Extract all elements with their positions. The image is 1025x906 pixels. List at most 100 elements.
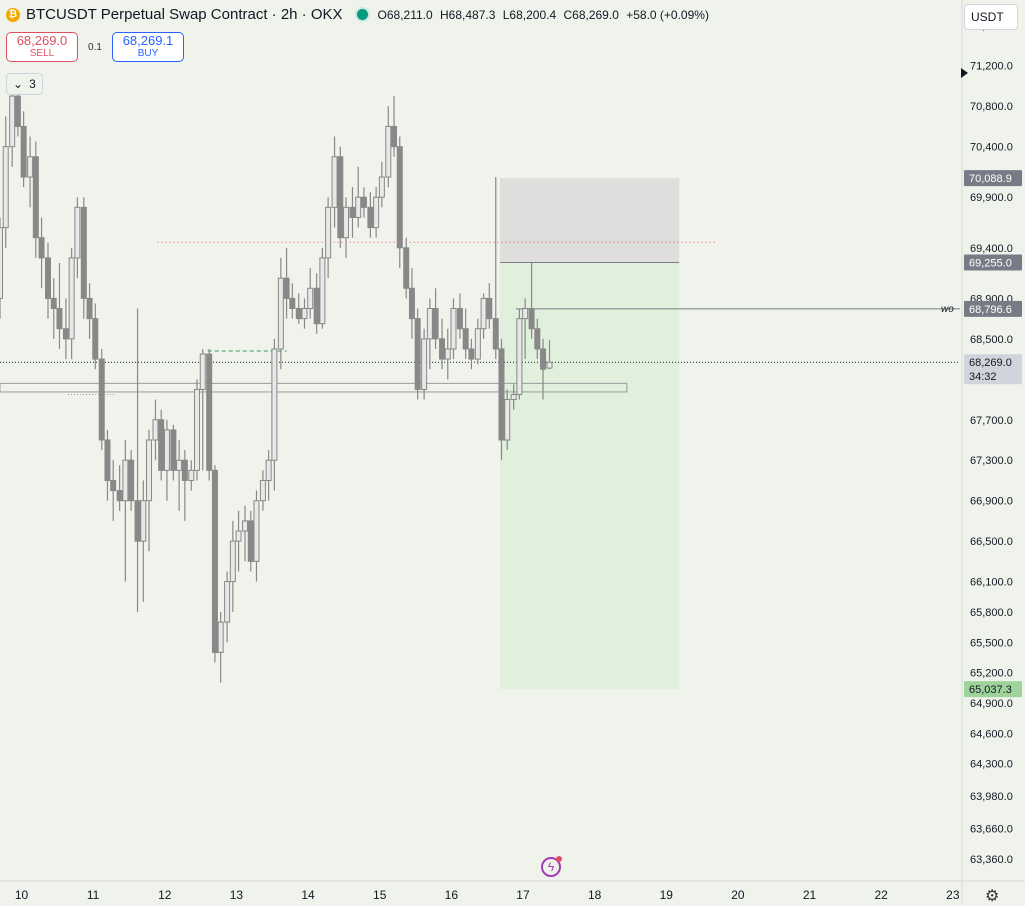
candle-body (211, 469, 218, 653)
candle-body (534, 328, 541, 350)
candle-body (528, 308, 535, 330)
time-tick-label: 23 (946, 888, 960, 902)
candle-body (522, 308, 529, 320)
candle-body (486, 297, 493, 320)
sell-price: 68,269.0 (16, 33, 68, 48)
chevron-down-icon: ⌄ (13, 77, 24, 91)
buy-button[interactable]: 68,269.1 BUY (112, 32, 184, 62)
candle-body (122, 459, 129, 502)
candle-body (27, 156, 34, 178)
candle-body (313, 287, 320, 325)
currency-label: USDT (971, 10, 1004, 24)
bar-countdown-label: 34:32 (969, 371, 997, 383)
time-tick-label: 12 (158, 888, 172, 902)
candle-body (414, 318, 421, 390)
candle-body (259, 479, 266, 502)
price-axis[interactable]: 71,600.071,200.070,800.070,400.069,900.0… (964, 20, 1022, 866)
candle-body (373, 196, 380, 229)
candle-body (62, 328, 69, 340)
candle-body (403, 247, 410, 289)
candle-body (217, 621, 224, 653)
candle-body (253, 500, 260, 562)
stop-loss-zone[interactable] (500, 178, 680, 263)
price-tick-label: 69,400.0 (970, 243, 1013, 255)
candle-body (176, 459, 183, 471)
price-badge-label: 68,796.6 (969, 304, 1012, 316)
ohlc-close: C68,269.0 (563, 7, 619, 22)
candle-body (396, 146, 403, 249)
symbol-title[interactable]: BTCUSDT Perpetual Swap Contract · 2h · O… (26, 6, 343, 23)
price-tick-label: 63,660.0 (970, 823, 1013, 835)
candle-body (360, 196, 367, 208)
candle-body (462, 328, 469, 350)
price-badge-bg (964, 300, 1022, 317)
price-tick-label: 63,980.0 (970, 791, 1013, 803)
time-tick-label: 19 (660, 888, 674, 902)
candle-body (492, 318, 499, 350)
support-zone-rectangle[interactable] (0, 382, 628, 393)
candle-body (38, 237, 45, 259)
candle-body (224, 581, 231, 623)
candle-body (540, 348, 547, 370)
time-tick-label: 10 (15, 888, 29, 902)
candle-body (450, 308, 457, 350)
line-annotation-label: wo (941, 304, 954, 315)
candle-body (146, 439, 153, 502)
time-tick-label: 18 (588, 888, 602, 902)
price-badge: 68,269.0 34:32 (964, 354, 1022, 385)
candle-body (444, 348, 451, 360)
candle-body (474, 328, 481, 360)
candle-body (480, 297, 487, 330)
candle-body (86, 297, 93, 320)
candle-body (116, 490, 123, 502)
candle-body (2, 146, 9, 229)
scroll-marker-icon (961, 68, 968, 78)
ohlc-open: O68,211.0 (377, 7, 433, 22)
price-tick-label: 64,600.0 (970, 728, 1013, 740)
candle-body (456, 308, 463, 330)
candle-body (80, 206, 87, 299)
ohlc-values: O68,211.0 H68,487.3 L68,200.4 C68,269.0 … (378, 8, 713, 22)
candle-body (289, 297, 296, 310)
candle-body (385, 125, 392, 178)
drawing-overlays[interactable] (0, 178, 960, 690)
price-tick-label: 67,700.0 (970, 415, 1013, 427)
indicators-count: 3 (29, 77, 36, 91)
sell-button[interactable]: 68,269.0 SELL (6, 32, 78, 62)
candle-body (247, 520, 254, 562)
price-tick-label: 71,200.0 (970, 61, 1013, 73)
price-badge: 68,796.6 (964, 300, 1022, 317)
candle-body (468, 348, 475, 360)
ohlc-low: L68,200.4 (502, 7, 557, 22)
price-tick-label: 66,100.0 (970, 577, 1013, 589)
price-tick-label: 64,300.0 (970, 759, 1013, 771)
price-tick-label: 66,500.0 (970, 536, 1013, 548)
time-axis[interactable]: 10 11 12 13 14 15 16 17 18 19 20 21 22 23 (15, 888, 960, 902)
candle-body (158, 419, 165, 471)
price-tick-label: 66,900.0 (970, 496, 1013, 508)
bitcoin-icon: ₿ (6, 7, 20, 22)
price-tick-label: 70,400.0 (970, 142, 1013, 154)
candle-body (498, 348, 505, 441)
candle-body (277, 277, 284, 350)
currency-select[interactable]: USDT (964, 4, 1018, 30)
time-tick-label: 20 (731, 888, 745, 902)
price-badge: 65,037.3 (964, 681, 1022, 698)
candle-body (170, 429, 177, 471)
candle-body (408, 287, 415, 320)
candle-body (504, 399, 511, 441)
spread-value: 0.1 (88, 41, 102, 53)
price-badge-bg (964, 354, 1022, 385)
price-tick-label: 64,900.0 (970, 698, 1013, 710)
lightning-icon[interactable]: ϟ (541, 856, 562, 877)
take-profit-zone[interactable] (500, 262, 680, 690)
indicators-toggle[interactable]: ⌄ 3 (6, 73, 43, 95)
buy-label: BUY (137, 48, 159, 59)
settings-gear-icon[interactable]: ⚙ (985, 888, 1000, 905)
candle-body (421, 338, 428, 390)
candle-body (110, 479, 117, 492)
candle-body (134, 500, 141, 542)
candle-body (181, 459, 188, 481)
candle-body (510, 393, 517, 401)
